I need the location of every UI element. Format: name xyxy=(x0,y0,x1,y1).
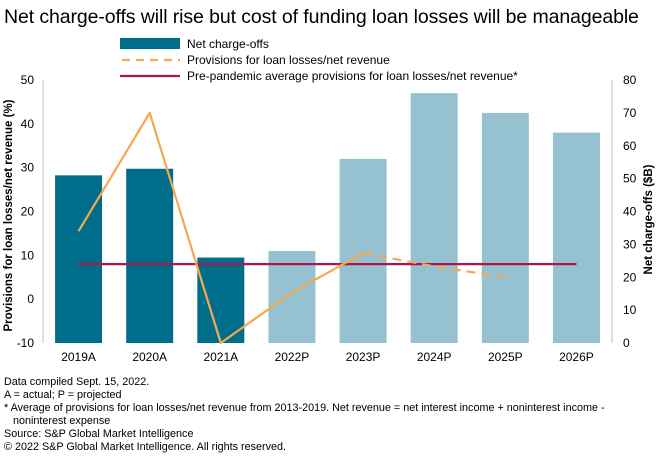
y-right-tick-label: 60 xyxy=(623,139,637,153)
bar-net-charge-offs xyxy=(126,168,174,343)
y-left-tick-label: 20 xyxy=(21,205,35,219)
combo-chart: 50 40 30 20 10 0 -10 80 70 60 50 40 30 20 10 0 Provision… xyxy=(3,37,655,364)
y-left-tick-label: 30 xyxy=(21,161,35,175)
y-right-tick-label: 30 xyxy=(623,237,637,251)
y-right-axis-label: Net charge-offs ($B) xyxy=(643,164,655,274)
y-left-tick-label: 40 xyxy=(21,117,35,131)
y-left-tick-label: 10 xyxy=(21,248,35,262)
note-legend-key: A = actual; P = projected xyxy=(4,389,122,401)
x-tick-label: 2021A xyxy=(203,350,238,364)
bar-net-charge-offs xyxy=(268,250,316,343)
y-left-tick-label: -10 xyxy=(17,336,35,350)
note-copyright: © 2022 S&P Global Market Intelligence. A… xyxy=(4,441,287,453)
legend-label-net-charge-offs: Net charge-offs xyxy=(187,37,269,51)
y-right-tick-label: 50 xyxy=(623,172,637,186)
chart-notes: Data compiled Sept. 15, 2022. A = actual… xyxy=(4,376,656,454)
y-right-tick-label: 70 xyxy=(623,106,637,120)
y-right-tick-label: 20 xyxy=(623,270,637,284)
chart-title: Net charge-offs will rise but cost of fu… xyxy=(4,6,639,28)
y-right-tick-label: 80 xyxy=(623,73,637,87)
legend-label-pre-pandemic: Pre-pandemic average provisions for loan… xyxy=(187,69,518,83)
x-tick-label: 2022P xyxy=(275,350,310,364)
line-provisions-actual xyxy=(77,111,364,345)
y-left-tick-label: 50 xyxy=(21,73,35,87)
bar-net-charge-offs xyxy=(339,158,387,343)
bar-net-charge-offs xyxy=(55,175,103,343)
bar-net-charge-offs xyxy=(481,112,529,343)
x-tick-label: 2020A xyxy=(132,350,167,364)
note-footnote: * Average of provisions for loan losses/… xyxy=(4,402,605,414)
x-tick-label: 2024P xyxy=(417,350,452,364)
note-source: Source: S&P Global Market Intelligence xyxy=(4,428,194,440)
legend-label-provisions: Provisions for loan losses/net revenue xyxy=(187,53,390,67)
x-tick-label: 2019A xyxy=(61,350,96,364)
legend-swatch-net-charge-offs xyxy=(120,38,180,49)
note-footnote-cont: noninterest expense xyxy=(13,415,111,427)
y-right-tick-label: 40 xyxy=(623,205,637,219)
y-right-tick-label: 10 xyxy=(623,303,637,317)
y-right-tick-label: 0 xyxy=(623,336,630,350)
y-left-axis-label: Provisions for loan losses/net revenue (… xyxy=(3,99,15,331)
bar-net-charge-offs xyxy=(552,132,600,343)
x-tick-label: 2023P xyxy=(346,350,381,364)
note-data-compiled: Data compiled Sept. 15, 2022. xyxy=(4,376,150,388)
x-tick-label: 2026P xyxy=(559,350,594,364)
line-provisions-projected xyxy=(362,252,506,279)
y-left-tick-label: 0 xyxy=(27,292,34,306)
x-tick-label: 2025P xyxy=(488,350,523,364)
bar-net-charge-offs xyxy=(197,257,245,343)
bar-net-charge-offs xyxy=(410,93,458,344)
